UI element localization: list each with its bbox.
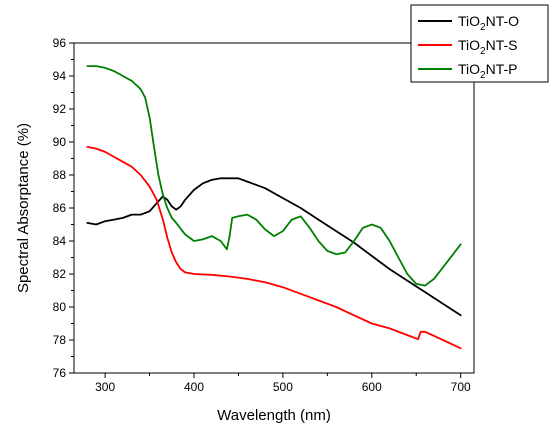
x-axis: 300 400 500 600 700: [95, 373, 471, 394]
series-line-3: [86, 65, 462, 287]
series-lines: [86, 65, 462, 350]
x-axis-title: Wavelength (nm): [217, 407, 331, 424]
x-tick-label: 600: [362, 380, 382, 394]
legend-label-2: TiO2NT-S: [458, 37, 518, 57]
x-tick-label: 700: [451, 380, 471, 394]
x-tick-label: 300: [95, 380, 115, 394]
y-tick-label: 84: [53, 234, 67, 248]
legend: TiO2NT-O TiO2NT-S TiO2NT-P: [410, 4, 549, 83]
legend-label-3: TiO2NT-P: [458, 61, 518, 81]
y-tick-label: 80: [53, 300, 67, 314]
y-tick-label: 88: [53, 168, 67, 182]
y-tick-label: 96: [53, 36, 67, 50]
y-tick-label: 94: [53, 69, 67, 83]
legend-label-1: TiO2NT-O: [458, 13, 519, 33]
plot-area-frame: [73, 42, 475, 374]
series-line-1: [86, 177, 462, 317]
y-axis: 76 78 80 82 84 86 88 90 92 94 96: [53, 36, 74, 380]
y-tick-label: 90: [53, 135, 67, 149]
x-tick-label: 500: [273, 380, 293, 394]
y-axis-title: Spectral Absorptance (%): [15, 123, 32, 293]
y-tick-label: 82: [53, 267, 67, 281]
x-tick-label: 400: [184, 380, 204, 394]
y-tick-label: 86: [53, 201, 67, 215]
y-tick-label: 76: [53, 366, 67, 380]
y-tick-label: 78: [53, 333, 67, 347]
series-line-2: [86, 146, 462, 350]
y-tick-label: 92: [53, 102, 67, 116]
